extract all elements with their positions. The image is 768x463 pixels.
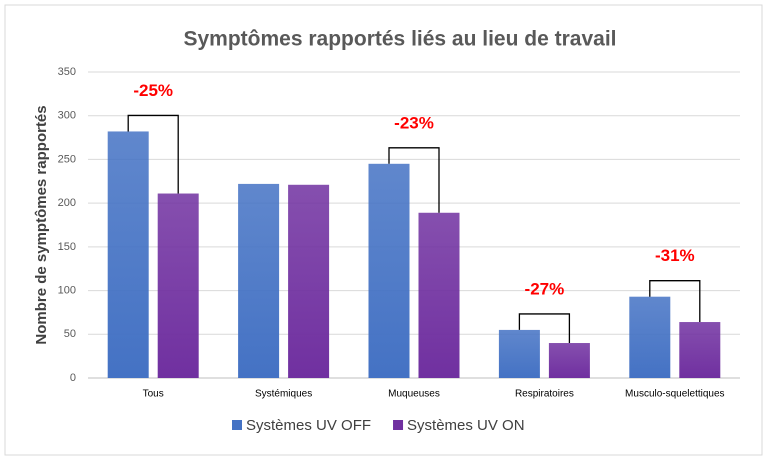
bar (157, 193, 199, 378)
y-tick-label: 350 (58, 66, 76, 78)
annotation: -31% (655, 246, 695, 265)
legend-swatch (393, 420, 404, 430)
bar (107, 131, 149, 378)
x-tick-label: Respiratoires (515, 389, 574, 400)
y-tick-label: 50 (64, 328, 76, 340)
bracket (127, 114, 179, 194)
x-tick-label: Musculo-squelettiques (625, 389, 725, 400)
bracket (518, 313, 571, 344)
y-tick-label: 0 (70, 372, 76, 384)
y-tick-label: 150 (58, 241, 76, 253)
chart-title: Symptômes rapportés liés au lieu de trav… (184, 28, 617, 51)
annotation: -27% (525, 279, 565, 298)
x-tick-label: Tous (143, 389, 164, 400)
bar (418, 212, 460, 378)
bar (238, 183, 280, 378)
bar (629, 296, 671, 378)
bar (288, 184, 330, 378)
y-axis-label: Nombre de symptômes rapportés (33, 105, 50, 344)
legend-label: Systèmes UV OFF (246, 417, 371, 434)
legend-label: Systèmes UV ON (407, 417, 525, 434)
bracket (388, 147, 440, 213)
y-tick-label: 100 (58, 284, 76, 296)
annotation: -23% (394, 113, 434, 132)
y-tick-label: 250 (58, 153, 76, 165)
bracket (649, 280, 701, 323)
bar (368, 163, 410, 378)
bar (498, 329, 540, 378)
x-tick-label: Muqueuses (388, 389, 440, 400)
y-tick-label: 200 (58, 197, 76, 209)
legend-swatch (232, 420, 242, 430)
y-tick-label: 300 (58, 110, 76, 122)
bar (679, 322, 721, 378)
bar (548, 343, 590, 378)
x-tick-label: Systémiques (255, 389, 312, 400)
annotation: -25% (133, 81, 173, 100)
